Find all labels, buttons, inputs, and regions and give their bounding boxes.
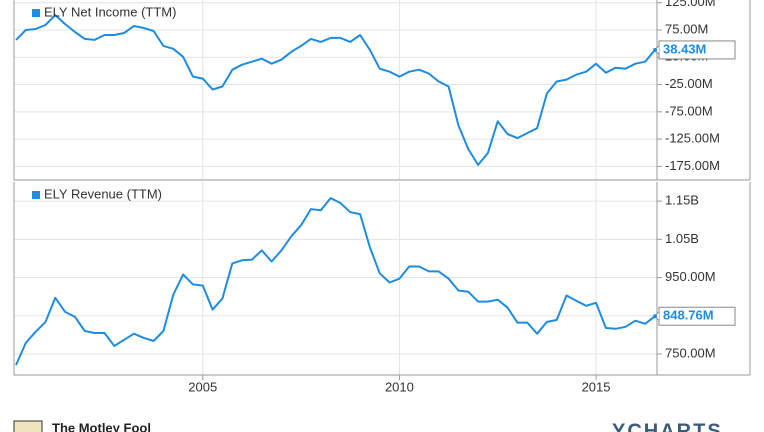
y-tick-label: 75.00M: [665, 21, 708, 36]
y-tick-label: -125.00M: [665, 131, 720, 146]
legend-label: ELY Net Income (TTM): [44, 4, 176, 19]
footer-brand: The Motley Fool: [52, 420, 151, 432]
panel-frame: [13, 182, 751, 376]
y-tick-label: 1.05B: [665, 231, 699, 246]
legend-label: ELY Revenue (TTM): [44, 186, 162, 201]
value-label: 848.76M: [663, 308, 714, 323]
x-tick-label: 2005: [188, 379, 217, 394]
y-tick-label: -75.00M: [665, 103, 713, 118]
x-tick-label: 2010: [385, 379, 414, 394]
footer-source: YCHARTS: [612, 420, 723, 432]
last-point: [653, 314, 658, 319]
y-tick-label: -25.00M: [665, 76, 713, 91]
y-tick-label: 750.00M: [665, 345, 716, 360]
legend-swatch: [32, 9, 40, 17]
series-line: [15, 197, 656, 366]
y-tick-label: 1.15B: [665, 193, 699, 208]
y-tick-label: 125.00M: [665, 0, 716, 9]
y-tick-label: -175.00M: [665, 158, 720, 173]
legend-swatch: [32, 191, 40, 199]
y-tick-label: 950.00M: [665, 269, 716, 284]
value-label: 38.43M: [663, 41, 706, 56]
series-line: [15, 14, 656, 166]
last-point: [653, 47, 658, 52]
footer-logo: [13, 420, 43, 432]
x-tick-label: 2015: [582, 379, 611, 394]
panel-frame: [13, 0, 751, 181]
